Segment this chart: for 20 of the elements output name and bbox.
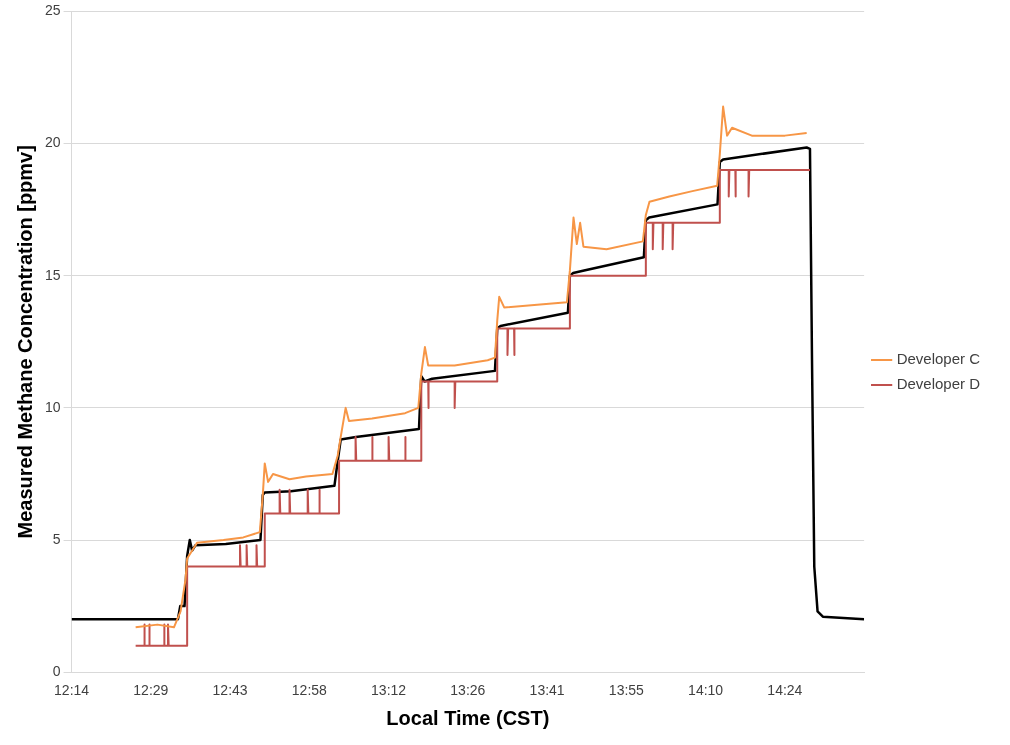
x-tick-label: 13:12 — [371, 682, 407, 699]
y-tick-label: 5 — [52, 530, 61, 547]
y-tick-label: 25 — [44, 2, 61, 19]
x-tick-label: 12:58 — [291, 682, 328, 699]
x-tick-label: 14:24 — [767, 682, 803, 699]
y-axis-title: Measured Methane Concentration [ppmv] — [13, 145, 36, 539]
legend-label: Developer C — [896, 350, 981, 368]
y-tick-label: 0 — [52, 663, 61, 680]
x-tick-label: 12:29 — [133, 682, 169, 699]
x-axis-title: Local Time (CST) — [386, 706, 550, 729]
y-tick-label: 15 — [44, 266, 61, 283]
y-tick-label: 20 — [44, 134, 61, 151]
x-tick-label: 13:41 — [529, 682, 565, 699]
x-tick-label: 13:26 — [450, 682, 486, 699]
legend-label: Developer D — [896, 375, 981, 393]
y-tick-label: 10 — [44, 398, 61, 415]
x-tick-label: 12:14 — [54, 682, 90, 699]
x-tick-label: 13:55 — [608, 682, 645, 699]
x-tick-label: 14:10 — [688, 682, 724, 699]
x-tick-label: 12:43 — [212, 682, 248, 699]
